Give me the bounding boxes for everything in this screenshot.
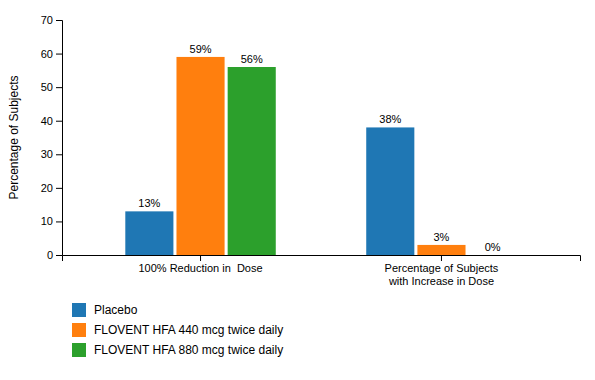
tick: 0 <box>47 249 62 261</box>
tick-mark <box>56 188 62 189</box>
tick-mark <box>56 221 62 222</box>
tick-label: 60 <box>41 48 53 60</box>
tick-label: Percentage of Subjectswith Increase in D… <box>385 262 499 287</box>
tick-label: 10 <box>41 215 53 227</box>
tick: Percentage of Subjectswith Increase in D… <box>385 255 499 287</box>
tick-label-line: 100% Reduction in Dose <box>138 262 262 274</box>
tick-mark <box>441 255 442 261</box>
tick-mark <box>56 87 62 88</box>
bar <box>125 211 173 255</box>
tick-mark <box>56 54 62 55</box>
tick-label: 50 <box>41 81 53 93</box>
legend-swatch <box>72 303 86 317</box>
tick-label: 0 <box>47 249 53 261</box>
chart: 010203040506070Percentage of Subjects100… <box>0 0 595 380</box>
bar <box>417 245 465 255</box>
axis-line <box>63 256 581 262</box>
tick-mark <box>56 20 62 21</box>
data-label: 56% <box>241 53 263 65</box>
tick: 50 <box>41 81 62 93</box>
axis-line <box>56 21 63 256</box>
x-axis: 100% Reduction in Dose Percentage of Subj… <box>63 255 581 287</box>
legend: Placebo FLOVENT HFA 440 mcg twice daily FL… <box>72 303 283 357</box>
legend-swatch <box>72 323 86 337</box>
legend-label: FLOVENT HFA 880 mcg twice daily <box>94 343 283 357</box>
tick-label: 70 <box>41 14 53 26</box>
tick-label-line: Percentage of Subjects <box>385 262 499 274</box>
data-label: 38% <box>379 113 401 125</box>
tick: 40 <box>41 115 62 127</box>
legend-item: Placebo <box>72 303 138 317</box>
data-label: 0% <box>485 241 501 253</box>
data-label: 59% <box>190 43 212 55</box>
series <box>176 57 465 255</box>
tick-label: 20 <box>41 182 53 194</box>
tick: 20 <box>41 182 62 194</box>
tick: 10 <box>41 215 62 227</box>
data-label: 13% <box>138 197 160 209</box>
legend-label: FLOVENT HFA 440 mcg twice daily <box>94 323 283 337</box>
bar <box>228 67 276 255</box>
y-axis: 0 10 20 30 40 50 60 70 <box>41 14 63 261</box>
data-label: 3% <box>434 231 450 243</box>
tick-label: 100% Reduction in Dose <box>138 262 262 274</box>
bar <box>176 57 224 255</box>
tick: 60 <box>41 48 62 60</box>
tick: 100% Reduction in Dose <box>138 255 262 274</box>
legend-swatch <box>72 343 86 357</box>
legend-label: Placebo <box>94 303 138 317</box>
data-labels: 13% 38% 59% 3% 56% 0% <box>138 43 500 253</box>
tick-mark <box>56 121 62 122</box>
series <box>228 67 276 255</box>
tick-mark <box>56 154 62 155</box>
axis-title: Percentage of Subjects <box>7 75 21 199</box>
bar <box>469 255 517 256</box>
tick-label: 40 <box>41 115 53 127</box>
tick-label-line: with Increase in Dose <box>388 275 494 287</box>
tick-label: 30 <box>41 148 53 160</box>
bar <box>366 127 414 255</box>
legend-item: FLOVENT HFA 440 mcg twice daily <box>72 323 283 337</box>
plot: 010203040506070Percentage of Subjects100… <box>7 14 581 287</box>
legend-item: FLOVENT HFA 880 mcg twice daily <box>72 343 283 357</box>
bars <box>125 57 465 255</box>
tick-mark <box>56 255 62 256</box>
tick-mark <box>200 255 201 261</box>
tick: 70 <box>41 14 62 26</box>
tick: 30 <box>41 148 62 160</box>
